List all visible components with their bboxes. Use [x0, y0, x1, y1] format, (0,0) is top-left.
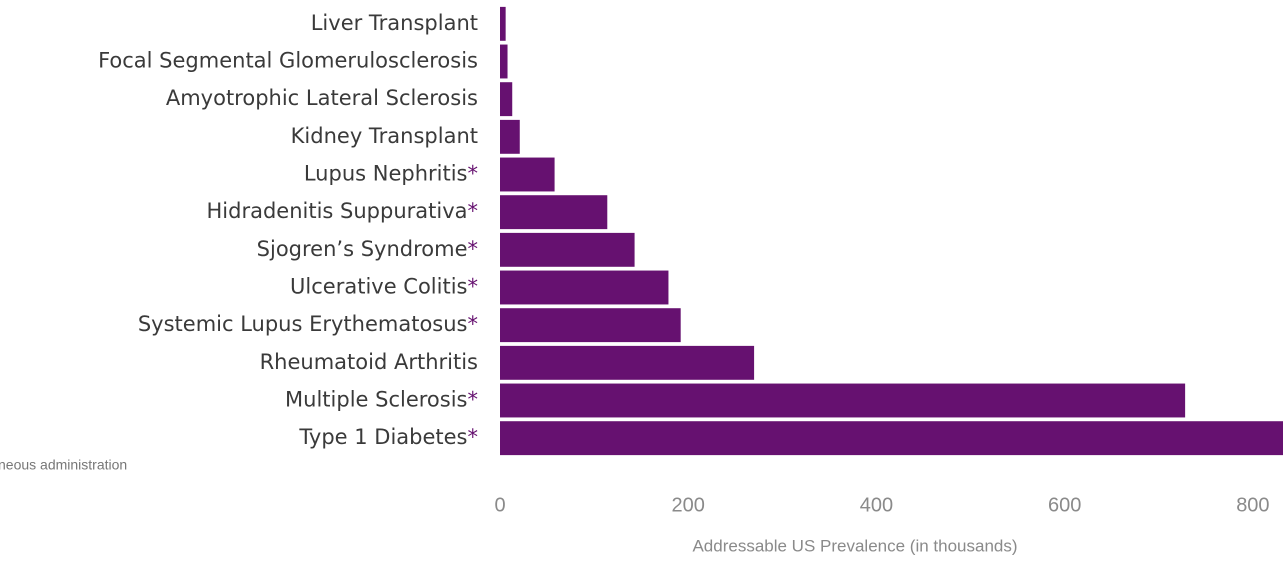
y-tick-label: Multiple Sclerosis*: [285, 388, 478, 412]
bar: [500, 119, 520, 154]
bar: [500, 195, 608, 230]
bar: [500, 157, 555, 192]
plot-area: [500, 6, 1283, 456]
bar: [500, 232, 635, 267]
y-tick-label: Amyotrophic Lateral Sclerosis: [166, 86, 478, 110]
y-tick-label: Lupus Nephritis*: [304, 162, 478, 186]
bar: [500, 383, 1186, 418]
y-tick-label: Rheumatoid Arthritis: [260, 350, 478, 374]
bar: [500, 345, 755, 380]
bar: [500, 44, 508, 79]
bar: [500, 308, 681, 343]
y-tick-label: Systemic Lupus Erythematosus*: [138, 312, 478, 336]
bar: [500, 82, 513, 117]
y-tick-label: Kidney Transplant: [291, 124, 478, 148]
bar: [500, 421, 1283, 456]
x-tick-label: 0: [494, 494, 505, 516]
bar: [500, 6, 506, 41]
x-tick-label: 800: [1236, 494, 1269, 516]
y-tick-label: Type 1 Diabetes*: [298, 425, 478, 449]
bar: [500, 270, 669, 305]
x-tick-label: 200: [672, 494, 705, 516]
x-axis-label: Addressable US Prevalence (in thousands): [692, 536, 1017, 555]
footnote: neous administration: [0, 457, 127, 473]
y-tick-label: Ulcerative Colitis*: [290, 275, 478, 299]
x-tick-label: 600: [1048, 494, 1081, 516]
x-tick-label: 400: [860, 494, 893, 516]
y-tick-label: Hidradenitis Suppurativa*: [206, 199, 478, 223]
y-tick-label: Liver Transplant: [311, 11, 478, 35]
y-tick-label: Focal Segmental Glomerulosclerosis: [98, 49, 478, 73]
y-tick-label: Sjogren’s Syndrome*: [257, 237, 478, 261]
